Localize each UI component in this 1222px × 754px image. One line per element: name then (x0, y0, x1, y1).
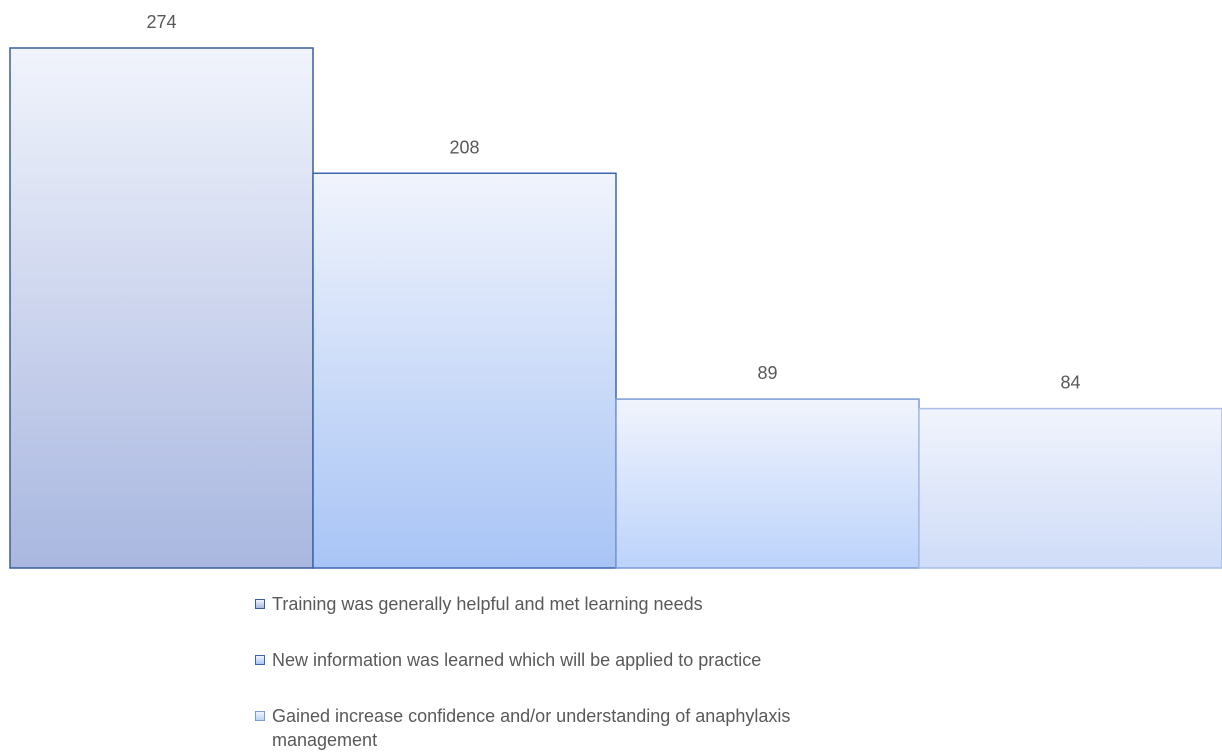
data-label: 274 (146, 12, 176, 32)
legend: Training was generally helpful and met l… (255, 592, 855, 754)
legend-swatch (255, 711, 265, 721)
bar (9, 47, 314, 569)
legend-item: New information was learned which will b… (255, 648, 855, 672)
legend-label: Gained increase confidence and/or unders… (272, 706, 791, 750)
data-label: 84 (1060, 373, 1080, 393)
legend-swatch (255, 599, 265, 609)
plot: 274 208 89 84 (9, 12, 1222, 569)
data-label: 208 (449, 137, 479, 157)
legend-swatch (255, 655, 265, 665)
legend-label: Training was generally helpful and met l… (272, 594, 703, 614)
legend-item: Gained increase confidence and/or unders… (255, 704, 855, 752)
legend-label: New information was learned which will b… (272, 650, 762, 670)
legend-item: Training was generally helpful and met l… (255, 592, 855, 616)
bar (918, 407, 1222, 569)
bar (312, 172, 617, 569)
data-label: 89 (757, 363, 777, 383)
bar (615, 398, 920, 569)
